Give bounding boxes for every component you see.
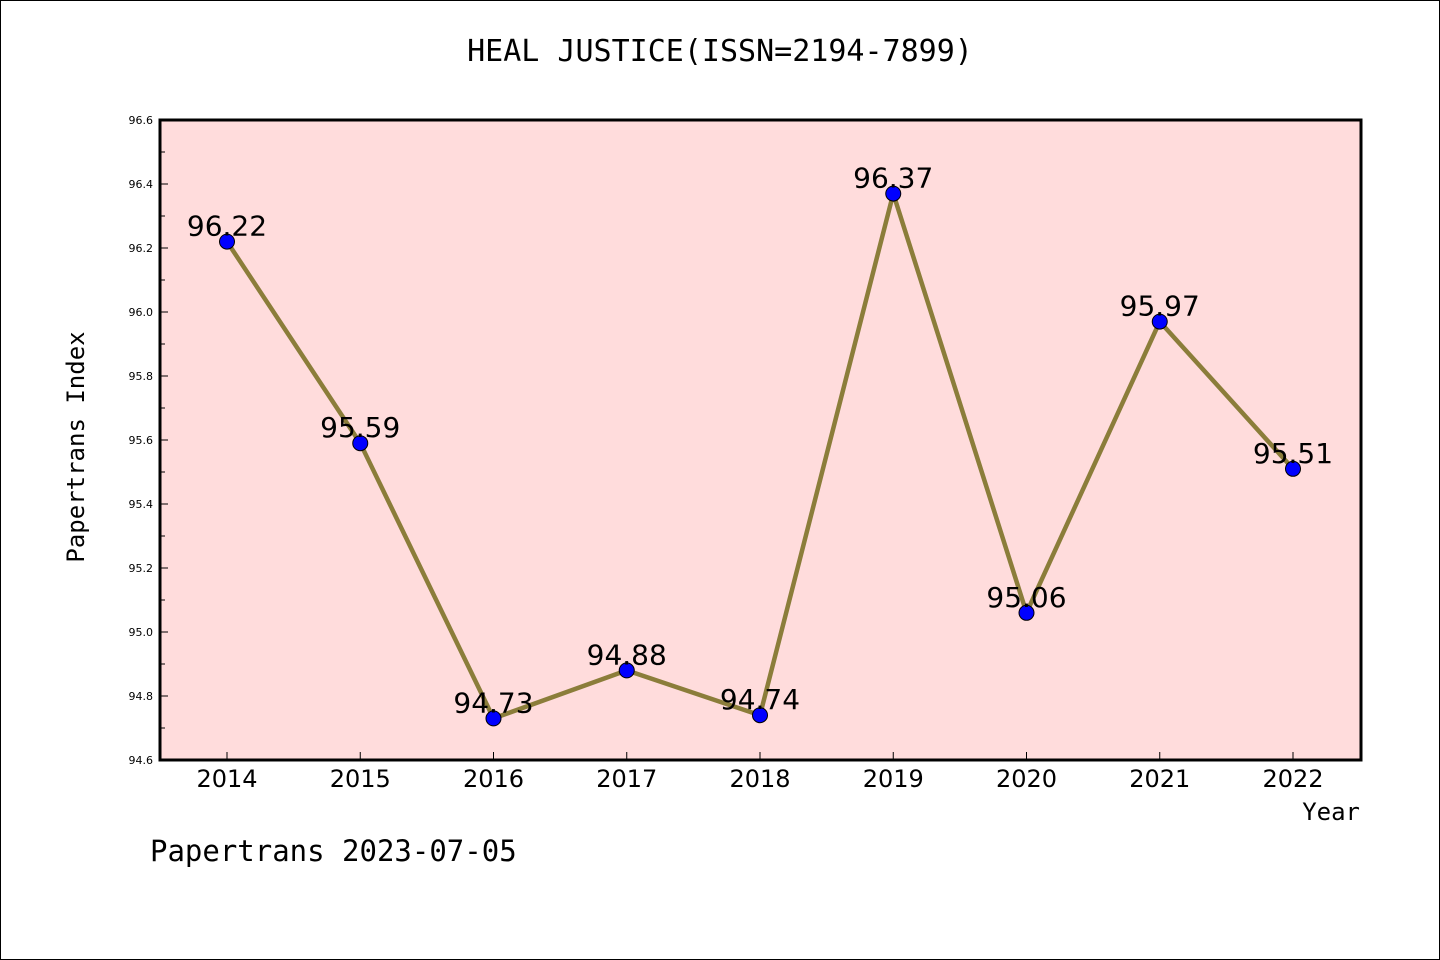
y-tick-label: 95.2 <box>129 562 154 575</box>
data-points-group <box>219 185 1301 727</box>
data-label: 94.73 <box>453 686 533 719</box>
data-label: 96.37 <box>853 162 933 195</box>
footer-text: Papertrans 2023-07-05 <box>150 834 517 868</box>
data-point <box>1018 604 1035 621</box>
data-label: 95.51 <box>1253 437 1333 470</box>
data-label: 95.97 <box>1120 290 1200 323</box>
y-tick-label: 96.4 <box>129 178 154 191</box>
data-labels-group: 96.22 95.59 94.73 94.88 94.74 96.37 95.06 95.97… <box>187 162 1333 720</box>
data-label: 95.06 <box>986 581 1066 614</box>
data-point <box>1151 313 1168 330</box>
x-tick-label: 2022 <box>1262 765 1323 793</box>
y-tick-label: 94.6 <box>129 754 154 767</box>
x-tick-label: 2017 <box>596 765 657 793</box>
data-point <box>485 710 502 727</box>
plot-border <box>158 118 1363 762</box>
y-tick-label: 95.8 <box>129 370 154 383</box>
data-point <box>885 185 902 202</box>
y-tick-label: 94.8 <box>129 690 154 703</box>
y-tick-label: 95.6 <box>129 434 154 447</box>
y-tick-label: 95.0 <box>129 626 154 639</box>
y-tick-label: 96.2 <box>129 242 154 255</box>
data-label: 96.22 <box>187 210 267 243</box>
data-label: 95.59 <box>320 411 400 444</box>
x-axis-ticks: 2014 2015 2016 2017 2018 2019 2020 2021 2022 <box>196 752 1324 793</box>
data-point <box>352 435 369 452</box>
y-tick-label: 95.4 <box>129 498 154 511</box>
x-tick-label: 2019 <box>863 765 924 793</box>
y-tick-label: 96.0 <box>129 306 154 319</box>
y-axis-ticks: 94.6 94.8 95.0 95.2 95.4 95.6 95.8 96.0 96.2 96.4… <box>129 114 168 767</box>
x-tick-label: 2014 <box>196 765 257 793</box>
y-tick-label: 96.6 <box>129 114 154 127</box>
data-label: 94.74 <box>720 683 800 716</box>
data-label: 94.88 <box>587 638 667 671</box>
y-axis-label: Papertrans Index <box>62 331 90 562</box>
chart-title: HEAL JUSTICE(ISSN=2194-7899) <box>467 34 973 69</box>
x-tick-label: 2021 <box>1129 765 1190 793</box>
x-tick-label: 2015 <box>330 765 391 793</box>
data-point <box>752 707 768 724</box>
data-point <box>219 233 235 250</box>
data-point <box>1285 460 1301 477</box>
x-axis-label: Year <box>1302 798 1360 826</box>
x-tick-label: 2020 <box>996 765 1057 793</box>
data-point <box>618 662 635 679</box>
x-tick-label: 2016 <box>463 765 524 793</box>
x-tick-label: 2018 <box>729 765 790 793</box>
